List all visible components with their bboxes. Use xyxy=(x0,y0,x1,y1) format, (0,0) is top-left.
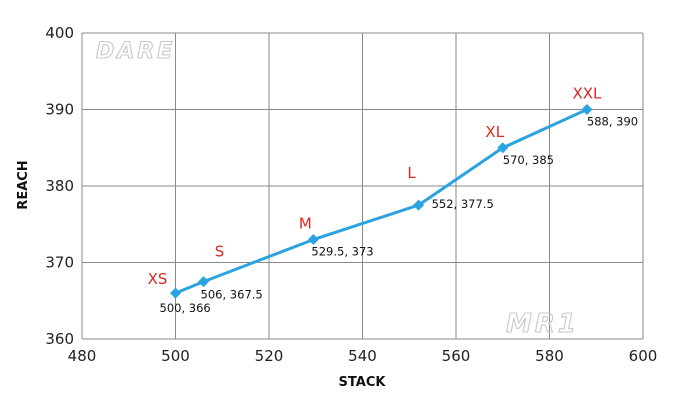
data-point-xl xyxy=(497,142,509,154)
size-label-m: M xyxy=(299,215,312,233)
value-label-xxl: 588, 390 xyxy=(587,115,638,129)
x-tick-label: 560 xyxy=(442,347,471,365)
y-axis-ticks: 360 370 380 390 400 xyxy=(45,24,74,348)
series-reach-vs-stack xyxy=(170,104,593,299)
data-point-l xyxy=(413,199,425,211)
size-label-xs: XS xyxy=(148,270,168,288)
x-tick-label: 480 xyxy=(68,347,97,365)
model-logo-watermark: MR1 xyxy=(506,309,579,339)
y-tick-label: 380 xyxy=(45,177,74,195)
y-axis-title: REACH xyxy=(16,160,31,209)
y-tick-label: 400 xyxy=(45,24,74,42)
x-axis-ticks: 480 500 520 540 560 580 600 xyxy=(68,347,658,365)
size-label-l: L xyxy=(407,164,416,182)
size-label-xl: XL xyxy=(485,123,504,141)
x-axis-title: STACK xyxy=(339,375,387,390)
data-point-m xyxy=(307,234,319,246)
x-tick-label: 580 xyxy=(535,347,564,365)
y-tick-label: 370 xyxy=(45,254,74,272)
grid xyxy=(81,32,644,340)
size-label-xxl: XXL xyxy=(572,85,602,103)
x-tick-label: 520 xyxy=(255,347,284,365)
x-tick-label: 600 xyxy=(629,347,658,365)
x-tick-label: 540 xyxy=(348,347,377,365)
value-label-l: 552, 377.5 xyxy=(432,197,494,211)
data-point-xs xyxy=(170,287,181,299)
value-label-xl: 570, 385 xyxy=(503,153,554,167)
data-point-s xyxy=(198,276,210,288)
value-label-xs: 500, 366 xyxy=(160,301,211,315)
value-label-s: 506, 367.5 xyxy=(201,288,263,302)
y-tick-label: 360 xyxy=(45,330,74,348)
data-labels: XS 500, 366 S 506, 367.5 M 529.5, 373 L 552, 37… xyxy=(148,85,639,316)
value-label-m: 529.5, 373 xyxy=(311,245,373,259)
x-tick-label: 500 xyxy=(161,347,190,365)
size-label-s: S xyxy=(215,243,225,261)
data-point-xxl xyxy=(581,104,593,115)
series-line xyxy=(174,108,588,295)
y-tick-label: 390 xyxy=(45,101,74,119)
brand-logo-watermark: DARE xyxy=(96,39,175,64)
